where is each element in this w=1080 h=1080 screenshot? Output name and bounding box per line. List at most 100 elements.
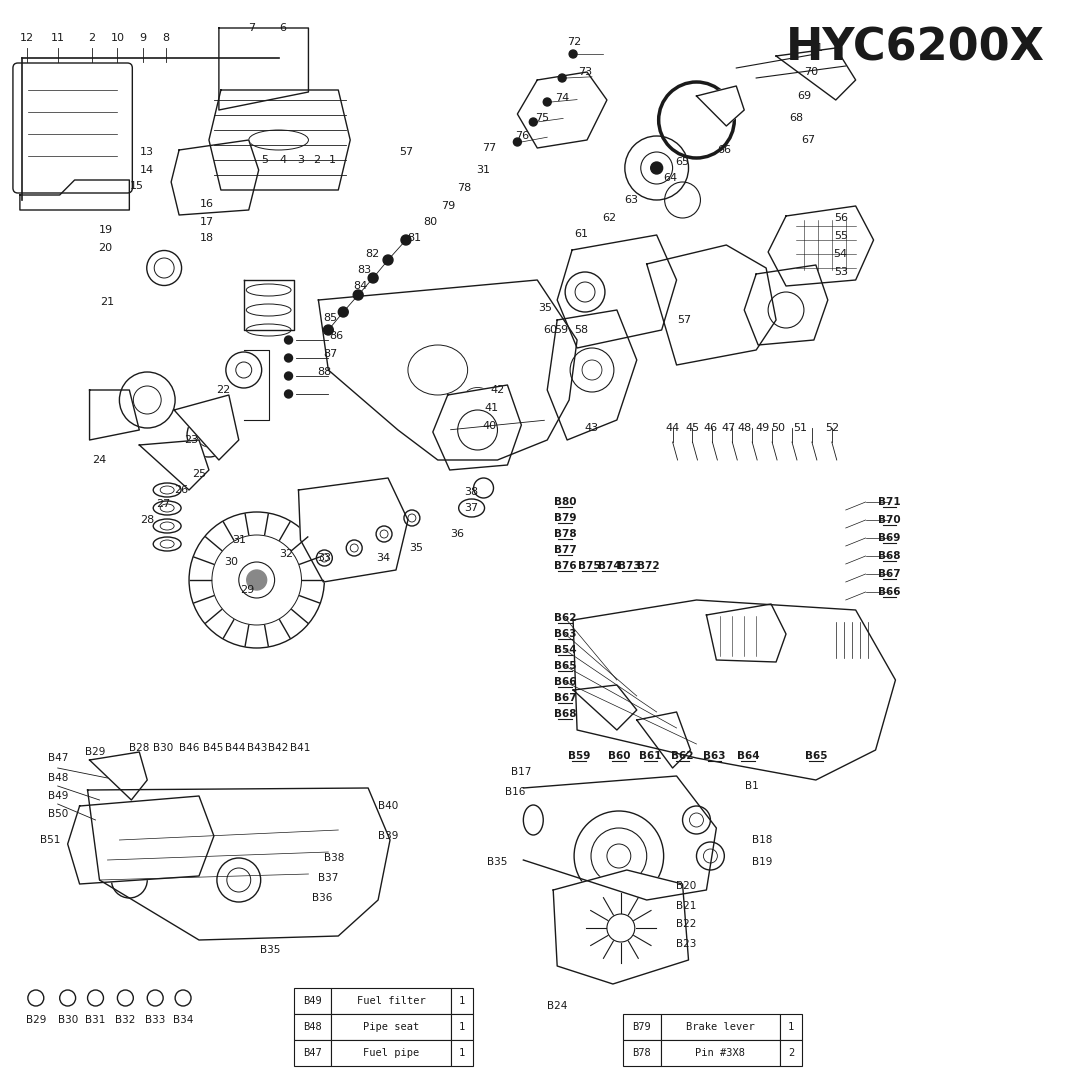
Polygon shape xyxy=(706,604,786,662)
Text: 57: 57 xyxy=(399,147,413,157)
Text: B54: B54 xyxy=(554,645,577,654)
FancyBboxPatch shape xyxy=(13,63,133,193)
Polygon shape xyxy=(139,440,208,490)
Circle shape xyxy=(284,390,293,399)
Text: 11: 11 xyxy=(51,33,65,43)
Text: 20: 20 xyxy=(98,243,112,253)
Circle shape xyxy=(569,50,577,58)
Circle shape xyxy=(651,162,663,174)
Text: 31: 31 xyxy=(232,535,246,545)
Text: B67: B67 xyxy=(878,569,901,579)
Polygon shape xyxy=(298,478,408,582)
Text: 66: 66 xyxy=(717,145,731,156)
Text: Pin #3X8: Pin #3X8 xyxy=(696,1048,745,1058)
Text: 26: 26 xyxy=(174,485,188,495)
Circle shape xyxy=(543,98,551,106)
Text: B71: B71 xyxy=(878,497,901,507)
Text: 74: 74 xyxy=(555,93,569,103)
Text: B17: B17 xyxy=(511,767,531,777)
Text: B74: B74 xyxy=(597,561,620,571)
Polygon shape xyxy=(517,72,607,148)
Text: B80: B80 xyxy=(554,497,577,507)
Text: 62: 62 xyxy=(602,213,616,222)
Text: 10: 10 xyxy=(110,33,124,43)
Bar xyxy=(661,1040,780,1066)
Text: B21: B21 xyxy=(676,901,697,912)
Text: B76: B76 xyxy=(554,561,577,571)
Text: B70: B70 xyxy=(878,515,901,525)
Text: 68: 68 xyxy=(788,113,804,123)
Text: 1: 1 xyxy=(459,1022,464,1032)
Text: 35: 35 xyxy=(409,543,423,553)
Text: B20: B20 xyxy=(676,881,697,891)
Circle shape xyxy=(338,307,348,318)
Text: B50: B50 xyxy=(48,809,68,819)
Text: 28: 28 xyxy=(140,515,154,525)
Polygon shape xyxy=(548,310,637,440)
Text: 31: 31 xyxy=(476,165,490,175)
Text: 51: 51 xyxy=(793,423,807,433)
Text: B32: B32 xyxy=(116,1015,136,1025)
Text: 43: 43 xyxy=(584,423,598,433)
Text: 87: 87 xyxy=(323,349,337,359)
Text: B34: B34 xyxy=(173,1015,193,1025)
Text: 73: 73 xyxy=(578,67,592,77)
Text: B61: B61 xyxy=(639,751,662,761)
Text: B44: B44 xyxy=(225,743,245,753)
Bar xyxy=(294,1014,332,1040)
Text: 12: 12 xyxy=(19,33,33,43)
Text: 38: 38 xyxy=(464,487,478,497)
Circle shape xyxy=(353,291,363,300)
Text: B18: B18 xyxy=(752,835,772,845)
Text: B40: B40 xyxy=(378,801,399,811)
Polygon shape xyxy=(171,140,259,215)
Text: 23: 23 xyxy=(184,435,198,445)
Text: 50: 50 xyxy=(771,423,785,433)
Text: B30: B30 xyxy=(57,1015,78,1025)
Bar xyxy=(332,1014,450,1040)
Text: B49: B49 xyxy=(303,996,322,1005)
Text: B48: B48 xyxy=(48,773,68,783)
Polygon shape xyxy=(219,28,309,110)
Text: B16: B16 xyxy=(505,787,526,797)
Text: 29: 29 xyxy=(240,585,254,595)
Text: B43: B43 xyxy=(246,743,267,753)
Text: B23: B23 xyxy=(676,939,697,949)
Text: B22: B22 xyxy=(676,919,697,929)
Text: 2: 2 xyxy=(87,33,95,43)
Text: B64: B64 xyxy=(737,751,759,761)
Text: 65: 65 xyxy=(676,157,689,167)
Polygon shape xyxy=(744,265,827,345)
Text: 45: 45 xyxy=(686,423,700,433)
Polygon shape xyxy=(524,777,716,900)
Circle shape xyxy=(284,372,293,380)
Text: 75: 75 xyxy=(536,113,550,123)
Text: 44: 44 xyxy=(665,423,679,433)
Text: B60: B60 xyxy=(608,751,630,761)
Bar xyxy=(450,1014,473,1040)
Text: B77: B77 xyxy=(554,545,577,555)
Text: B78: B78 xyxy=(554,529,577,539)
Polygon shape xyxy=(573,600,895,780)
Text: B24: B24 xyxy=(546,1001,567,1011)
Circle shape xyxy=(246,570,267,590)
Text: 54: 54 xyxy=(834,249,848,259)
Text: 60: 60 xyxy=(543,325,557,335)
Text: B19: B19 xyxy=(752,858,772,867)
Text: 5: 5 xyxy=(261,156,268,165)
Text: B65: B65 xyxy=(554,661,577,671)
Bar xyxy=(294,1040,332,1066)
Text: 42: 42 xyxy=(490,384,504,395)
Bar xyxy=(623,1014,661,1040)
Text: 34: 34 xyxy=(376,553,390,563)
Text: B31: B31 xyxy=(85,1015,106,1025)
Text: 18: 18 xyxy=(200,233,214,243)
Text: 22: 22 xyxy=(216,384,230,395)
Text: 72: 72 xyxy=(567,37,581,48)
Polygon shape xyxy=(90,752,147,800)
Text: 24: 24 xyxy=(93,455,107,465)
Text: 1: 1 xyxy=(459,1048,464,1058)
Polygon shape xyxy=(433,384,522,470)
Circle shape xyxy=(558,75,566,82)
Text: 64: 64 xyxy=(663,173,677,183)
